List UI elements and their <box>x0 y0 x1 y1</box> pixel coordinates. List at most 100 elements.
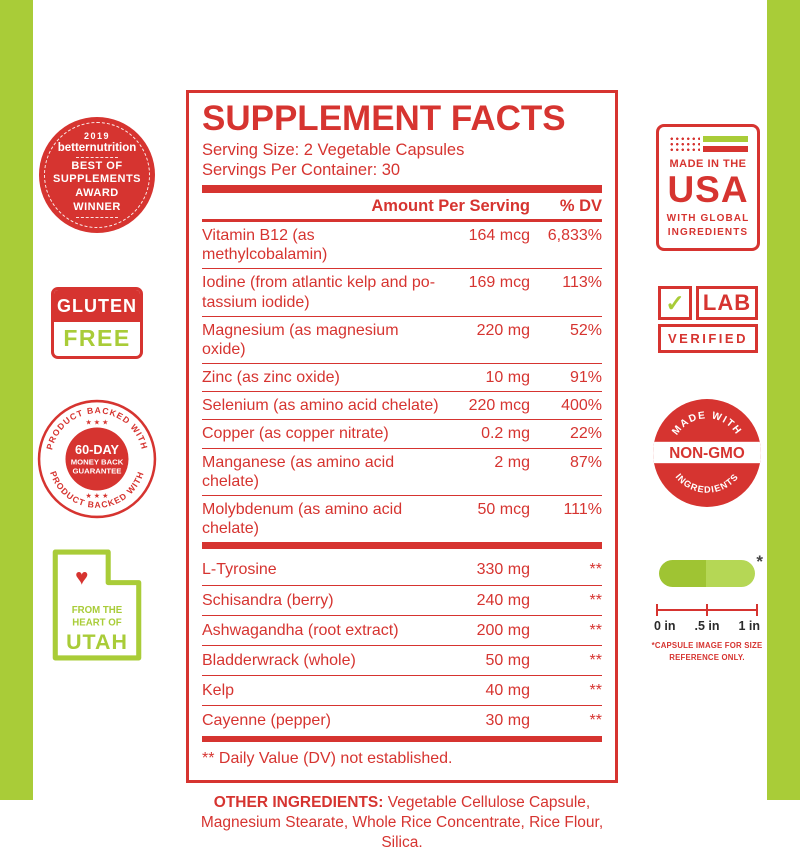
supplement-facts-column: SUPPLEMENT FACTS Serving Size: 2 Vegetab… <box>186 90 618 854</box>
other-ingredients-label: OTHER INGREDIENTS: <box>213 793 384 811</box>
usa-sub1: WITH GLOBAL <box>666 213 750 224</box>
panel-title: SUPPLEMENT FACTS <box>202 99 566 138</box>
check-icon: ✓ <box>658 286 692 320</box>
award-line: BEST OF <box>71 159 123 172</box>
nutrient-name: Zinc (as zinc oxide) <box>202 369 340 387</box>
guarantee-60day: 60-DAY <box>75 443 119 457</box>
capsule-caption: *CAPSULE IMAGE FOR SIZE REFERENCE ONLY. <box>650 640 764 663</box>
ruler-labels: 0 in .5 in 1 in <box>654 619 760 633</box>
botanical-name: Bladderwrack (whole) <box>202 651 356 669</box>
made-in-usa-badge: MADE IN THE USA WITH GLOBAL INGREDIENTS <box>656 124 760 251</box>
award-line: WINNER <box>73 200 121 213</box>
botanical-amount: 240 mg <box>476 591 530 609</box>
nutrient-dv: 22% <box>569 425 602 443</box>
award-brand: betternutrition <box>57 141 137 154</box>
nutrient-name: Molybdenum (as amino acid chelate) <box>202 501 403 538</box>
section-divider <box>202 735 602 742</box>
table-row: Iodine (from atlantic kelp and po- tassi… <box>202 269 602 317</box>
botanical-amount: 30 mg <box>485 712 530 730</box>
botanical-name: Kelp <box>202 682 235 700</box>
award-line: AWARD <box>75 187 119 199</box>
nutrient-name: Selenium (as amino acid chelate) <box>202 397 439 415</box>
nutrient-dv: 111% <box>563 501 602 518</box>
heart-icon: ♥ <box>75 565 88 590</box>
non-gmo-seal-icon: MADE WITH INGREDIENTS NON-GMO <box>653 399 761 507</box>
flag-stars-icon <box>668 135 700 153</box>
table-row: Cayenne (pepper) 30 mg ** <box>202 706 602 735</box>
money-back-guarantee-badge: PRODUCT BACKED WITH PRODUCT BACKED WITH … <box>36 398 158 520</box>
utah-line2: HEART OF <box>72 617 121 628</box>
botanical-amount: 200 mg <box>476 621 530 639</box>
stars-bottom-icon: ★ ★ ★ <box>85 492 108 500</box>
nutrient-name: Copper (as copper nitrate) <box>202 425 389 443</box>
botanical-name: Cayenne (pepper) <box>202 712 331 730</box>
nutrient-dv: 91% <box>569 369 602 387</box>
botanical-dv: ** <box>589 712 602 730</box>
flag-stripe-green <box>703 136 748 142</box>
dash-divider <box>76 156 118 158</box>
table-row: Schisandra (berry) 240 mg ** <box>202 586 602 616</box>
botanical-dv: ** <box>589 651 602 669</box>
free-label: FREE <box>63 325 131 351</box>
guarantee-guarantee: GUARANTEE <box>73 467 122 476</box>
guarantee-moneyback: MONEY BACK <box>71 458 124 467</box>
usa-flag-icon <box>668 135 748 153</box>
verified-label: VERIFIED <box>658 324 758 353</box>
botanical-name: L-Tyrosine <box>202 561 277 579</box>
botanical-amount: 40 mg <box>485 682 530 700</box>
guarantee-seal-icon: PRODUCT BACKED WITH PRODUCT BACKED WITH … <box>37 399 157 519</box>
table-row: Ashwagandha (root extract) 200 mg ** <box>202 616 602 646</box>
table-row: Copper (as copper nitrate) 0.2 mg 22% <box>202 420 602 449</box>
botanical-amount: 50 mg <box>485 651 530 669</box>
ruler-label-1: 1 in <box>738 619 760 633</box>
section-divider <box>202 542 602 550</box>
nutrient-dv: 87% <box>569 453 602 471</box>
servings-per-container: Servings Per Container: 30 <box>202 160 401 179</box>
nutrient-amount: 164 mcg <box>468 226 530 244</box>
table-row: Manganese (as amino acid chelate) 2 mg 8… <box>202 449 602 496</box>
usa-made-label: MADE IN THE <box>669 158 747 170</box>
lab-label: LAB <box>696 286 758 320</box>
nutrient-dv: 52% <box>569 321 602 339</box>
botanical-dv: ** <box>589 621 602 639</box>
nutrient-name: Iodine (from atlantic kelp and po- tassi… <box>202 274 436 311</box>
botanical-name: Schisandra (berry) <box>202 591 334 609</box>
nutrient-amount: 10 mg <box>485 369 530 387</box>
nongmo-label: NON-GMO <box>669 445 745 462</box>
other-ingredients: OTHER INGREDIENTS: Vegetable Cellulose C… <box>186 793 618 854</box>
ruler-icon <box>656 604 758 616</box>
stars-top-icon: ★ ★ ★ <box>85 418 108 426</box>
usa-label: USA <box>667 169 749 210</box>
nutrient-amount: 220 mg <box>476 321 530 339</box>
botanical-dv: ** <box>589 682 602 700</box>
ruler-label-0: 0 in <box>654 619 676 633</box>
table-row: Selenium (as amino acid chelate) 220 mcg… <box>202 392 602 421</box>
table-row: Kelp 40 mg ** <box>202 676 602 707</box>
table-header: Amount Per Serving % DV <box>202 193 602 222</box>
table-row: Magnesium (as magnesium oxide) 220 mg 52… <box>202 317 602 365</box>
nutrient-name: Magnesium (as magnesium oxide) <box>202 321 399 358</box>
nutrient-amount: 50 mcg <box>477 501 530 518</box>
capsule-asterisk: * <box>756 552 763 571</box>
award-line: SUPPLEMENTS <box>52 173 141 186</box>
botanical-dv: ** <box>589 591 602 609</box>
capsule-caption-line1: *CAPSULE IMAGE FOR SIZE <box>651 641 763 650</box>
utah-line1: FROM THE <box>72 605 123 616</box>
award-year: 2019 <box>83 130 111 141</box>
table-row: Molybdenum (as amino acid chelate) 50 mc… <box>202 496 602 542</box>
lab-verified-badge: ✓ LAB VERIFIED <box>658 286 758 353</box>
dv-footnote: ** Daily Value (DV) not established. <box>202 749 453 767</box>
ruler-label-half: .5 in <box>694 619 720 633</box>
nutrient-name: Manganese (as amino acid chelate) <box>202 453 395 490</box>
nutrient-dv: 400% <box>561 397 602 415</box>
utah-badge: ♥ FROM THE HEART OF UTAH <box>51 548 143 662</box>
table-row: Vitamin B12 (as methylcobalamin) 164 mcg… <box>202 222 602 270</box>
nutrient-dv: 113% <box>562 274 602 292</box>
thick-divider <box>202 184 602 193</box>
column-amount-header: Amount Per Serving <box>371 196 530 215</box>
capsule-caption-line2: REFERENCE ONLY. <box>669 652 745 662</box>
flag-stripe-red <box>703 146 748 152</box>
best-of-supplements-badge: 2019 betternutrition BEST OF SUPPLEMENTS… <box>39 117 155 233</box>
checkmark-glyph: ✓ <box>665 289 685 316</box>
gluten-label: GLUTEN <box>54 290 140 322</box>
